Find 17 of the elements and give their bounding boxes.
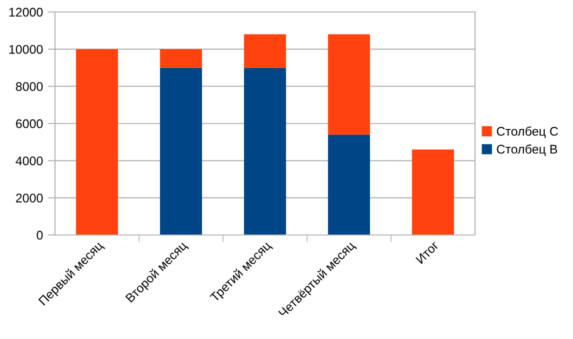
bar (244, 34, 286, 68)
bar (412, 150, 454, 235)
bar (328, 34, 370, 135)
bar (244, 68, 286, 235)
y-tick-label: 12000 (9, 8, 43, 17)
y-tick-label: 10000 (9, 44, 43, 54)
bar (328, 134, 370, 235)
legend-label: Столбец B (496, 144, 558, 156)
bar (160, 49, 202, 68)
y-tick-label: 2000 (16, 194, 43, 202)
y-tick-label: 6000 (16, 119, 43, 128)
bar (160, 68, 202, 235)
y-tick-label: 0 (36, 230, 43, 240)
y-tick-label: 8000 (16, 82, 43, 91)
bar (76, 49, 118, 235)
y-tick-label: 4000 (16, 156, 43, 166)
legend-label: Столбец C (496, 126, 558, 138)
